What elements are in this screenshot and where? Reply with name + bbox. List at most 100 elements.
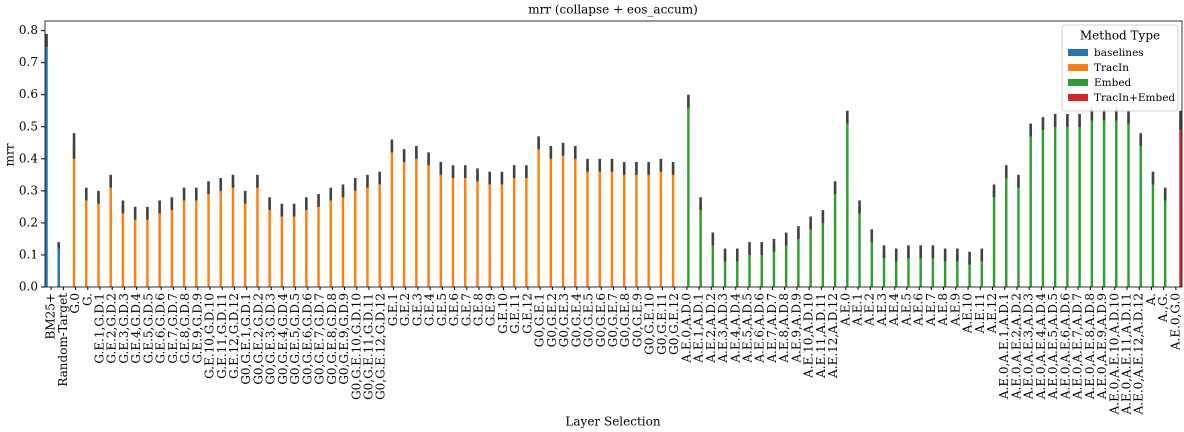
bar	[292, 210, 296, 287]
bar	[846, 117, 849, 287]
legend-label: baselines	[1094, 47, 1144, 59]
x-tick-label: A.E.0	[838, 293, 852, 327]
y-tick-label: 0.5	[19, 119, 38, 133]
bar	[57, 245, 60, 287]
x-tick-label: A.E.0,A.E.5,A.D.5	[1046, 293, 1060, 400]
bar	[1090, 113, 1094, 287]
x-tick-label: G0,G.E.2	[545, 293, 559, 347]
bar	[72, 145, 76, 287]
x-tick-label: A.E.5,A.D.5	[740, 293, 754, 364]
bar	[280, 210, 284, 287]
bar	[833, 187, 837, 287]
x-axis-label: Layer Selection	[565, 415, 660, 429]
bar	[500, 178, 504, 287]
bar	[317, 200, 320, 287]
x-tick-label: A.E.0,A.E.8,A.D.8	[1083, 293, 1097, 400]
bar	[305, 203, 308, 287]
bar	[671, 168, 675, 287]
x-tick-label: G0,G.E.10,G.D.10	[349, 293, 363, 400]
x-tick-label: G0,G.E.1,G.D.1	[239, 293, 253, 385]
bar	[561, 149, 565, 287]
bar	[760, 248, 763, 287]
x-tick-label: G.E.3,G.D.3	[117, 293, 131, 364]
bar	[390, 145, 394, 287]
x-tick-label: A.E.0,A.E.1,A.D.1	[997, 293, 1011, 400]
bar	[256, 181, 259, 287]
bar	[415, 152, 418, 287]
bar	[907, 251, 910, 287]
y-tick-label: 0.1	[19, 247, 38, 261]
legend-label: Embed	[1094, 77, 1132, 89]
bar	[329, 194, 333, 287]
x-tick-label: A.E.12	[985, 293, 999, 334]
x-tick-label: G.E.8,G.D.8	[178, 293, 192, 364]
bar	[1041, 123, 1045, 287]
legend-box	[1061, 24, 1179, 112]
x-tick-label: A.E.0,A.E.11,A.D.11	[1119, 293, 1133, 415]
bar	[943, 254, 947, 287]
x-tick-label: G0,G.E.5,G.D.5	[288, 293, 302, 385]
x-tick-label: A.E.0,A.E.12,A.D.12	[1132, 293, 1146, 415]
x-tick-label: G.E.4	[423, 293, 437, 327]
x-tick-label: A.E.6,A.D.6	[753, 293, 767, 364]
x-tick-label: G0,G.E.9,G.D.9	[337, 293, 351, 385]
x-tick-label: A.E.10,A.D.10	[802, 293, 816, 379]
bar	[464, 171, 467, 287]
x-tick-label: G.E.1,G.D.1	[93, 293, 107, 364]
bar	[1078, 120, 1081, 287]
x-tick-label: A.E.6	[912, 293, 926, 327]
x-tick-label: BM25+	[44, 293, 58, 339]
x-tick-label: A.E.9,A.D.9	[789, 293, 803, 364]
x-tick-label: G0,G.E.12,G.D.12	[374, 293, 388, 400]
bar	[809, 222, 812, 287]
x-tick-label: A.E.11,A.D.11	[814, 293, 828, 379]
x-tick-label: A.E.4,A.D.4	[728, 293, 742, 364]
x-tick-label: G.E.2,G.D.2	[105, 293, 119, 364]
bar	[439, 168, 443, 287]
x-tick-label: A.E.3,A.D.3	[716, 293, 730, 364]
bar	[231, 181, 235, 287]
x-tick-label: A.	[1144, 293, 1158, 306]
legend-swatch	[1068, 49, 1088, 56]
bar	[931, 251, 935, 287]
x-tick-label: G.E.3	[410, 293, 424, 326]
bar	[219, 184, 222, 287]
x-tick-label: G0,G.E.6	[594, 293, 608, 347]
y-tick-label: 0.6	[19, 87, 38, 101]
y-tick-label: 0.7	[19, 55, 38, 69]
x-tick-label: G.E.5	[435, 293, 449, 326]
bar	[1005, 171, 1008, 287]
legend-label: TracIn	[1094, 62, 1129, 74]
x-tick-label: A.E.7	[924, 293, 938, 327]
bar	[268, 203, 271, 287]
bar	[1017, 181, 1020, 287]
bar	[1066, 120, 1069, 287]
x-tick-label: A.E.7,A.D.7	[765, 293, 779, 364]
x-tick-label: A.E.2,A.D.2	[704, 293, 718, 364]
x-tick-label: G.E.9,G.D.9	[190, 293, 204, 364]
x-tick-label: G0,G.E.3,G.D.3	[264, 293, 278, 385]
bar	[919, 251, 922, 287]
x-tick-label: G0,G.E.7	[606, 293, 620, 347]
bar	[586, 165, 589, 287]
bar	[549, 152, 553, 287]
y-tick-label: 0.3	[19, 183, 38, 197]
bar	[1115, 113, 1118, 287]
bar	[635, 168, 638, 287]
x-tick-label: G0,G.E.7,G.D.7	[313, 293, 327, 385]
bar	[610, 165, 614, 287]
bar	[341, 190, 345, 287]
x-tick-label: G0,G.E.4	[569, 293, 583, 348]
x-tick-label: G0,G.E.10	[643, 293, 657, 355]
bar	[992, 190, 996, 287]
bar	[736, 254, 739, 287]
y-axis-label: mrr	[3, 143, 17, 166]
bar	[195, 194, 198, 287]
chart-title: mrr (collapse + eos_accum)	[528, 3, 698, 17]
bar	[784, 238, 788, 287]
x-tick-label: A.E.9	[948, 293, 962, 327]
bar	[574, 152, 577, 287]
bar	[354, 184, 357, 287]
bar	[659, 165, 663, 287]
bar	[133, 213, 137, 287]
